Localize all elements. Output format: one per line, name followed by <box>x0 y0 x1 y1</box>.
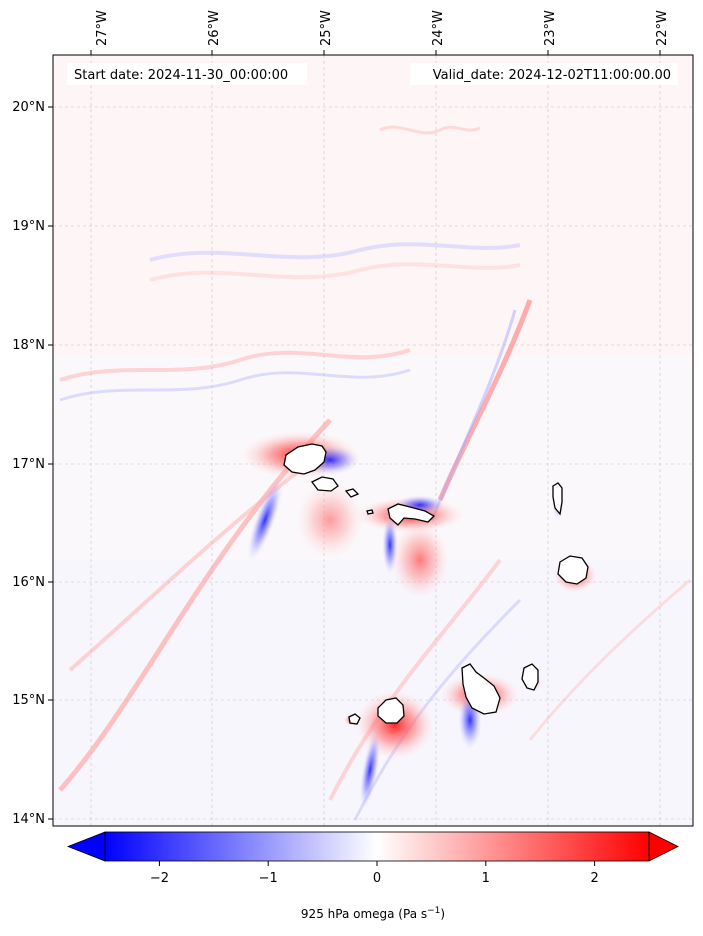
lat-tick-label: 17°N <box>12 457 45 472</box>
colorbar-gradient <box>105 832 649 861</box>
lat-tick-label: 19°N <box>12 219 45 234</box>
lon-tick-label: 24°W <box>431 10 446 46</box>
colorbar-label-exponent: −1 <box>427 906 440 916</box>
island-santiago <box>461 663 501 715</box>
colorbar-ticks: −2 −1 0 1 2 <box>150 861 599 886</box>
gridlines <box>53 55 693 826</box>
colorbar-label-prefix: 925 hPa omega (Pa s <box>301 907 427 921</box>
colorbar-label: 925 hPa omega (Pa s−1) <box>301 906 445 921</box>
lat-tick-label: 18°N <box>12 338 45 353</box>
map-frame <box>52 54 694 827</box>
coastlines <box>283 443 589 725</box>
island-fogo <box>377 697 405 724</box>
valid-date-annotation: Valid_date: 2024-12-02T11:00:00.00 <box>410 63 678 85</box>
lon-tick-label: 22°W <box>655 10 670 46</box>
lon-tick-label: 27°W <box>95 10 110 46</box>
island-boa-vista <box>557 555 589 585</box>
colorbar: −2 −1 0 1 2 925 hPa omega (Pa s−1) <box>66 831 679 921</box>
island-maio <box>521 663 539 691</box>
valid-date-text: Valid_date: 2024-12-02T11:00:00.00 <box>433 68 671 83</box>
island-brava <box>348 713 361 725</box>
island-santo-antao <box>283 443 327 475</box>
tick-marks <box>48 50 661 820</box>
colorbar-tick-label: 0 <box>373 871 381 886</box>
start-date-annotation: Start date: 2024-11-30_00:00:00 <box>67 63 307 85</box>
lon-tick-label: 25°W <box>319 10 334 46</box>
island-islet <box>366 509 374 515</box>
lon-tick-label: 26°W <box>207 10 222 46</box>
colorbar-extend-max <box>648 831 679 862</box>
lat-tick-label: 16°N <box>12 575 45 590</box>
lat-tick-label: 14°N <box>12 812 45 827</box>
lat-tick-labels: 20°N 19°N 18°N 17°N 16°N 15°N 14°N <box>12 100 45 827</box>
lon-tick-label: 23°W <box>543 10 558 46</box>
colorbar-extend-min <box>66 831 106 862</box>
colorbar-label-suffix: ) <box>440 907 445 921</box>
island-sao-vicente <box>311 476 339 492</box>
lat-tick-label: 20°N <box>12 100 45 115</box>
colorbar-tick-label: 1 <box>482 871 490 886</box>
omega-field <box>53 55 693 826</box>
colorbar-tick-label: −2 <box>150 871 169 886</box>
map-panel: 27°W 26°W 25°W 24°W 23°W 22°W 20°N 19°N … <box>12 10 694 827</box>
start-date-text: Start date: 2024-11-30_00:00:00 <box>74 68 288 83</box>
colorbar-tick-label: 2 <box>590 871 598 886</box>
island-santa-luzia <box>344 488 360 498</box>
colorbar-tick-label: −1 <box>259 871 278 886</box>
island-sal <box>552 482 563 516</box>
lon-tick-labels: 27°W 26°W 25°W 24°W 23°W 22°W <box>95 10 670 46</box>
island-sao-nicolau <box>387 503 436 526</box>
lat-tick-label: 15°N <box>12 693 45 708</box>
